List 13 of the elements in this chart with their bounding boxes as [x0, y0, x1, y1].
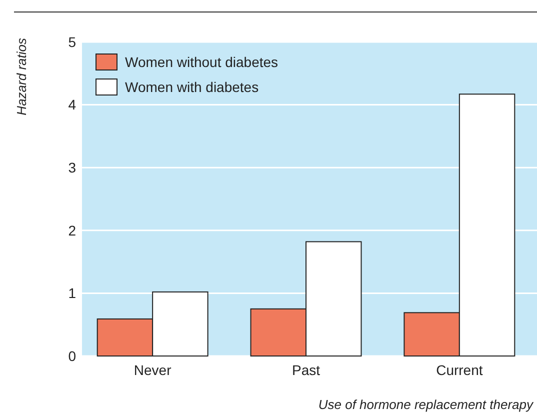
legend-label: Women with diabetes [125, 78, 259, 95]
y-tick-label: 2 [68, 222, 76, 238]
y-axis-title: Hazard ratios [14, 38, 29, 116]
x-tick-label: Never [134, 362, 172, 378]
y-tick-label: 5 [68, 34, 76, 50]
x-axis-title: Use of hormone replacement therapy [318, 397, 534, 412]
y-tick-label: 4 [68, 96, 76, 113]
y-tick-label: 3 [68, 160, 76, 176]
x-tick-label: Current [436, 362, 483, 378]
legend-label: Women without diabetes [125, 54, 278, 70]
y-tick-label: 0 [68, 348, 76, 364]
x-tick-label: Past [292, 362, 320, 378]
y-tick-label: 1 [68, 285, 76, 302]
